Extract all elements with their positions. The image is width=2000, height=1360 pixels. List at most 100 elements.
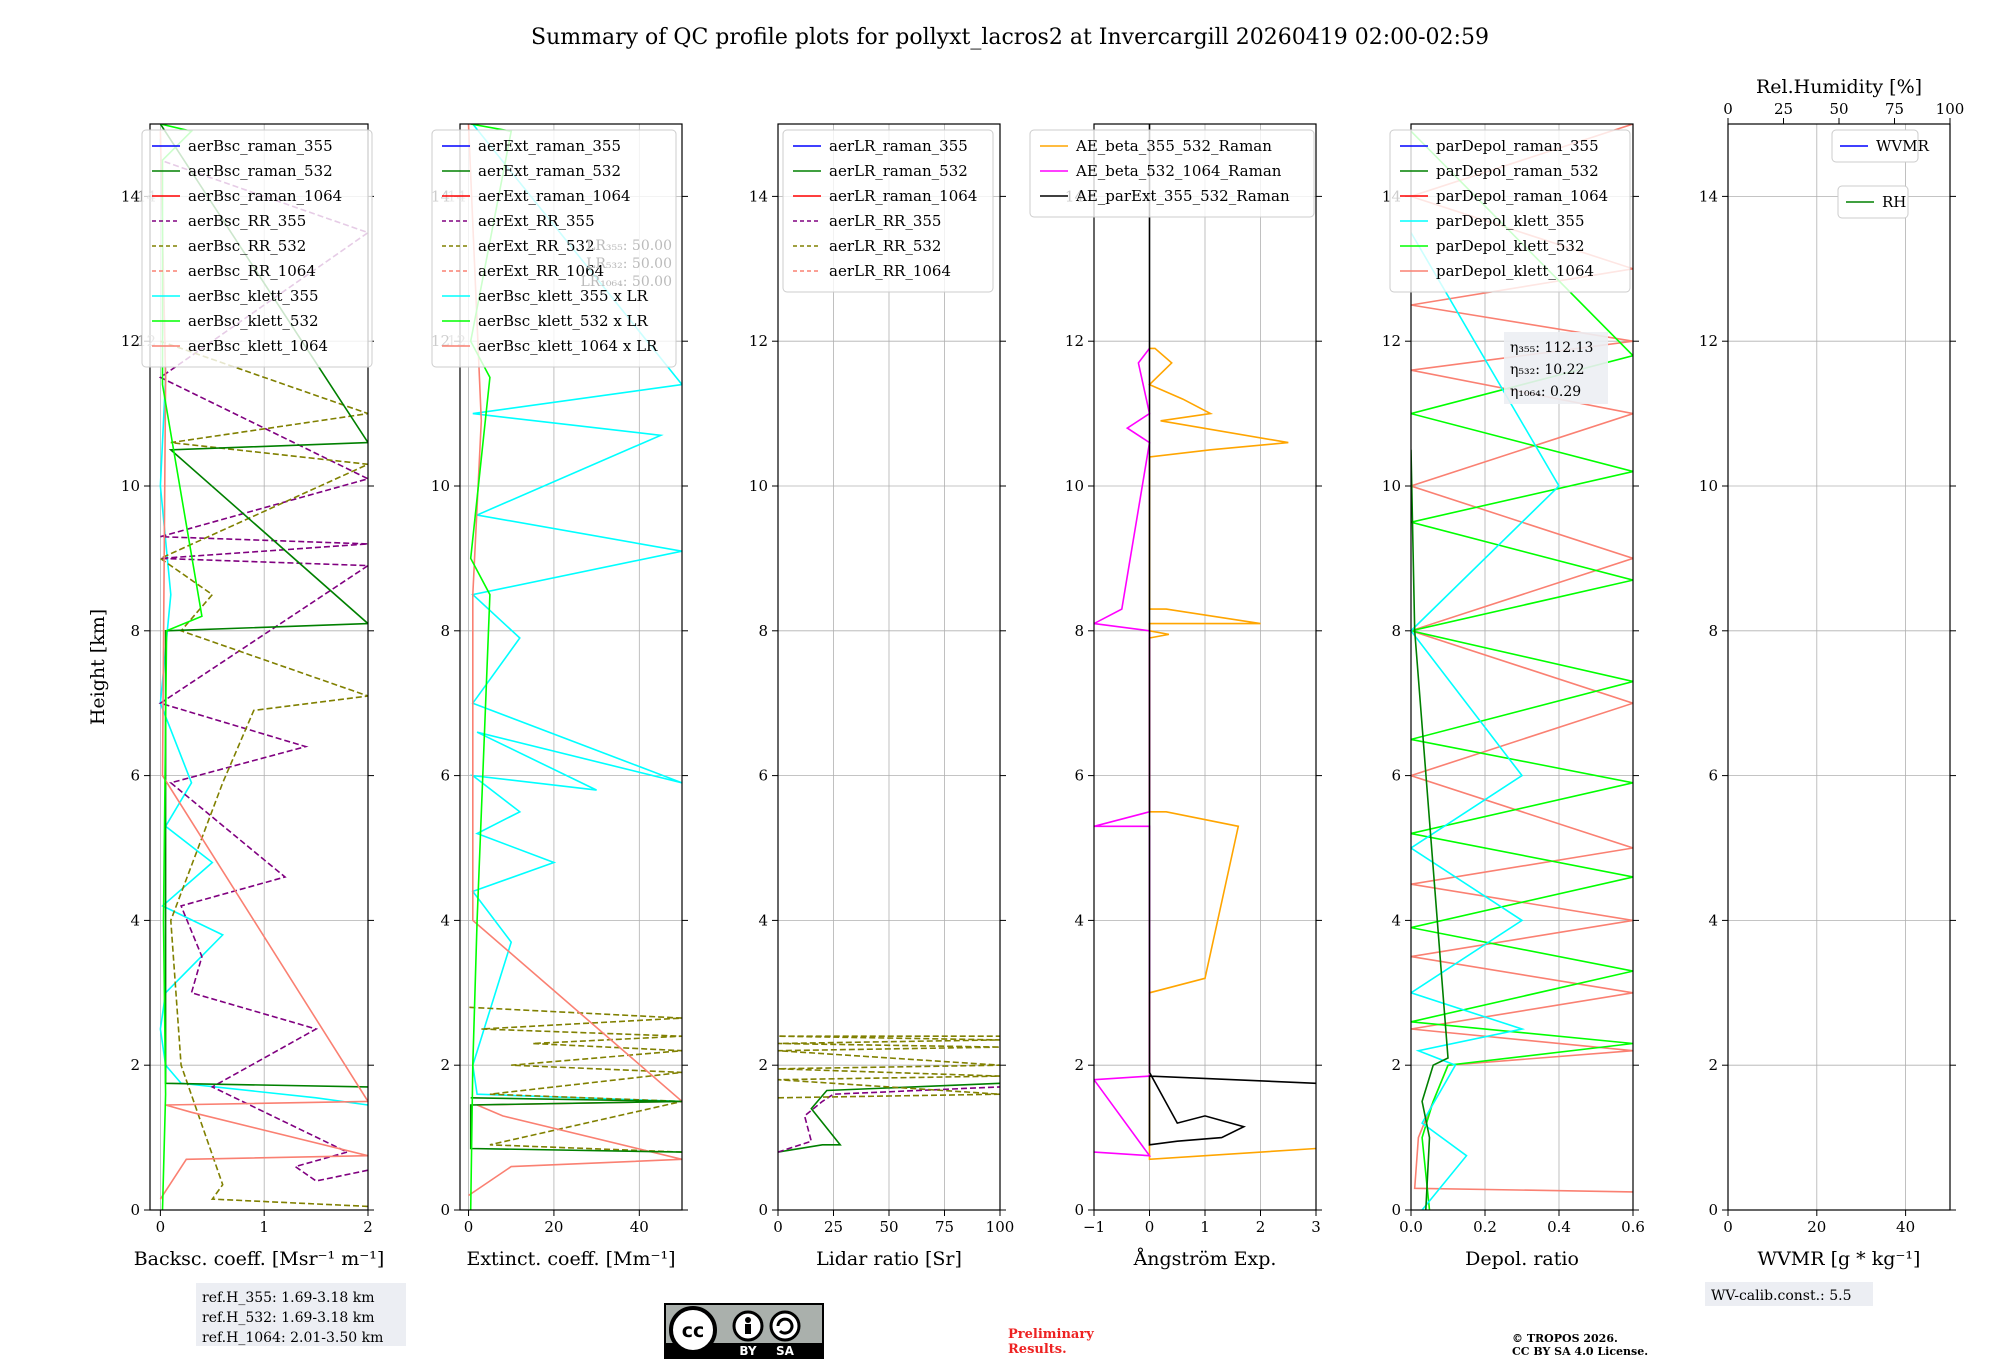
ref-height-box: ref.H_355: 1.69-3.18 km ref.H_532: 1.69-… (196, 1283, 406, 1346)
y-tick-label: 4 (440, 911, 450, 929)
y-tick-label: 14 (1699, 187, 1718, 205)
y-tick-label: 14 (749, 187, 768, 205)
y-tick-label: 2 (1074, 1056, 1084, 1074)
y-tick-label: 6 (758, 767, 768, 785)
legend-entry: parDepol_klett_532 (1436, 237, 1585, 255)
series-parDepol_klett_355 (1411, 232, 1561, 1210)
wv-calib-box: WV-calib.const.: 5.5 (1705, 1282, 1873, 1306)
legend-entry: WVMR (1876, 137, 1930, 155)
y-tick-label: 4 (1708, 911, 1718, 929)
eta-value-label: η₃₅₅: 112.13 (1510, 340, 1593, 356)
legend-entry: aerBsc_raman_355 (188, 137, 333, 155)
y-tick-label: 0 (1074, 1201, 1084, 1219)
legend-entry: aerExt_RR_355 (478, 212, 595, 230)
axes-frame (459, 123, 683, 1211)
axes-frame (149, 123, 369, 1211)
x-tick-label: 0 (1723, 1218, 1733, 1236)
legend-entry: aerLR_RR_355 (829, 212, 941, 230)
x-tick-label: 25 (824, 1218, 843, 1236)
panels: 012024681012141412Backsc. coeff. [Msr⁻¹ … (87, 76, 1964, 1270)
series-aerLR_RR_355 (778, 1086, 1000, 1153)
cc-circle-icon (669, 1306, 717, 1354)
x-axis-label: Depol. ratio (1465, 1248, 1579, 1270)
series-aerLR_raman_532 (778, 1082, 1000, 1153)
preliminary-line-1: Preliminary (1008, 1327, 1094, 1342)
y-tick-label: 10 (1699, 477, 1718, 495)
legend-entry: RH (1882, 193, 1906, 211)
legend-entry: aerBsc_RR_355 (188, 212, 306, 230)
y-tick-label: 10 (1065, 477, 1084, 495)
series-aerBsc_RR_355 (158, 159, 368, 1182)
x-tick-label: 2 (1256, 1218, 1266, 1236)
legend-entry: aerExt_raman_1064 (478, 187, 631, 205)
x-tick-label: 20 (1807, 1218, 1826, 1236)
preliminary-note: Preliminary Results. (1008, 1327, 1094, 1357)
series-aerExt_RR_532 (468, 1006, 682, 1153)
legend: AE_beta_355_532_Raman AE_beta_532_1064_Ra… (1029, 129, 1315, 218)
legend-entry: aerBsc_klett_1064 (188, 337, 328, 355)
eta-box (1504, 332, 1608, 404)
series-parDepol_klett_532 (1411, 130, 1633, 1210)
y-tick-label: 12 (121, 332, 140, 350)
series-aerLR_RR_532 (778, 1035, 1000, 1099)
legend-entry: aerBsc_klett_532 (188, 312, 319, 330)
top-x-tick-label: 25 (1774, 100, 1793, 118)
legend-entry: parDepol_raman_1064 (1436, 187, 1608, 205)
y-tick-label: 4 (1391, 911, 1401, 929)
x-tick-label: 40 (1896, 1218, 1915, 1236)
x-tick-label: 50 (879, 1218, 898, 1236)
y-tick-label: 8 (130, 622, 140, 640)
lr-value-label: LR₃₅₅: 50.00 (586, 238, 672, 254)
legend: aerBsc_raman_355 aerBsc_raman_532 aerBsc_r… (141, 129, 373, 368)
series-parDepol_klett_1064 (1411, 124, 1633, 1193)
legend-entry: aerBsc_RR_532 (188, 237, 306, 255)
ref-height-box-bg (196, 1283, 406, 1346)
legend-frame (1389, 129, 1631, 293)
legend-frame (1029, 129, 1315, 218)
y-tick-label: 10 (749, 477, 768, 495)
legend: aerExt_raman_355 aerExt_raman_532 aerExt_r… (431, 129, 677, 368)
top-x-tick-label: 50 (1829, 100, 1848, 118)
legend-entry: parDepol_klett_355 (1436, 212, 1585, 230)
x-axis-label: Lidar ratio [Sr] (816, 1248, 962, 1270)
x-tick-label: 0 (156, 1218, 166, 1236)
y-tick-label: 10 (121, 477, 140, 495)
x-tick-label: 0 (464, 1218, 474, 1236)
x-tick-label: 40 (630, 1218, 649, 1236)
sa-share-icon (769, 1310, 801, 1342)
legend-frame (782, 129, 994, 293)
legend-entry: aerBsc_klett_1064 x LR (478, 337, 658, 355)
copyright-note: © TROPOS 2026. CC BY SA 4.0 License. (1512, 1332, 1648, 1358)
ref-height-1064: ref.H_1064: 2.01-3.50 km (202, 1330, 383, 1346)
lr-value-label: LR₁₀₆₄: 50.00 (580, 274, 672, 290)
series-group (1094, 124, 1316, 1161)
panel-bsc: 012024681012141412Backsc. coeff. [Msr⁻¹ … (87, 123, 384, 1270)
y-tick-label: 12 (1382, 332, 1401, 350)
y-tick-label: 0 (758, 1201, 768, 1219)
y-tick-label: 12 (1065, 332, 1084, 350)
top-x-tick-label: 0 (1723, 100, 1733, 118)
y-tick-label: 4 (1074, 911, 1084, 929)
series-aerBsc_klett_355 (159, 138, 368, 1106)
legend-entry: aerLR_RR_532 (829, 237, 941, 255)
cc-text: cc (682, 1320, 705, 1342)
x-tick-label: 75 (935, 1218, 954, 1236)
ref-height-532: ref.H_532: 1.69-3.18 km (202, 1310, 375, 1326)
copyright-line-2: CC BY SA 4.0 License. (1512, 1345, 1648, 1358)
y-tick-label: 12 (1699, 332, 1718, 350)
y-tick-label: 6 (1708, 767, 1718, 785)
legend-entry: aerBsc_klett_532 x LR (478, 312, 649, 330)
sa-arrow-icon (776, 1317, 794, 1335)
series-aerExt_raman_532 (469, 1097, 682, 1153)
x-tick-label: −1 (1083, 1218, 1105, 1236)
legend-entry: aerExt_raman_355 (478, 137, 621, 155)
legend-entry: AE_parExt_355_532_Raman (1075, 187, 1290, 205)
ref-height-355: ref.H_355: 1.69-3.18 km (202, 1290, 375, 1306)
legend-frame (431, 129, 677, 368)
y-tick-label: 0 (440, 1201, 450, 1219)
legend-entry: aerLR_raman_532 (829, 162, 968, 180)
x-tick-label: 0.4 (1547, 1218, 1571, 1236)
legend-entry: aerExt_RR_1064 (478, 262, 604, 280)
series-group (778, 1035, 1000, 1153)
x-axis-label: Extinct. coeff. [Mm⁻¹] (466, 1248, 675, 1270)
